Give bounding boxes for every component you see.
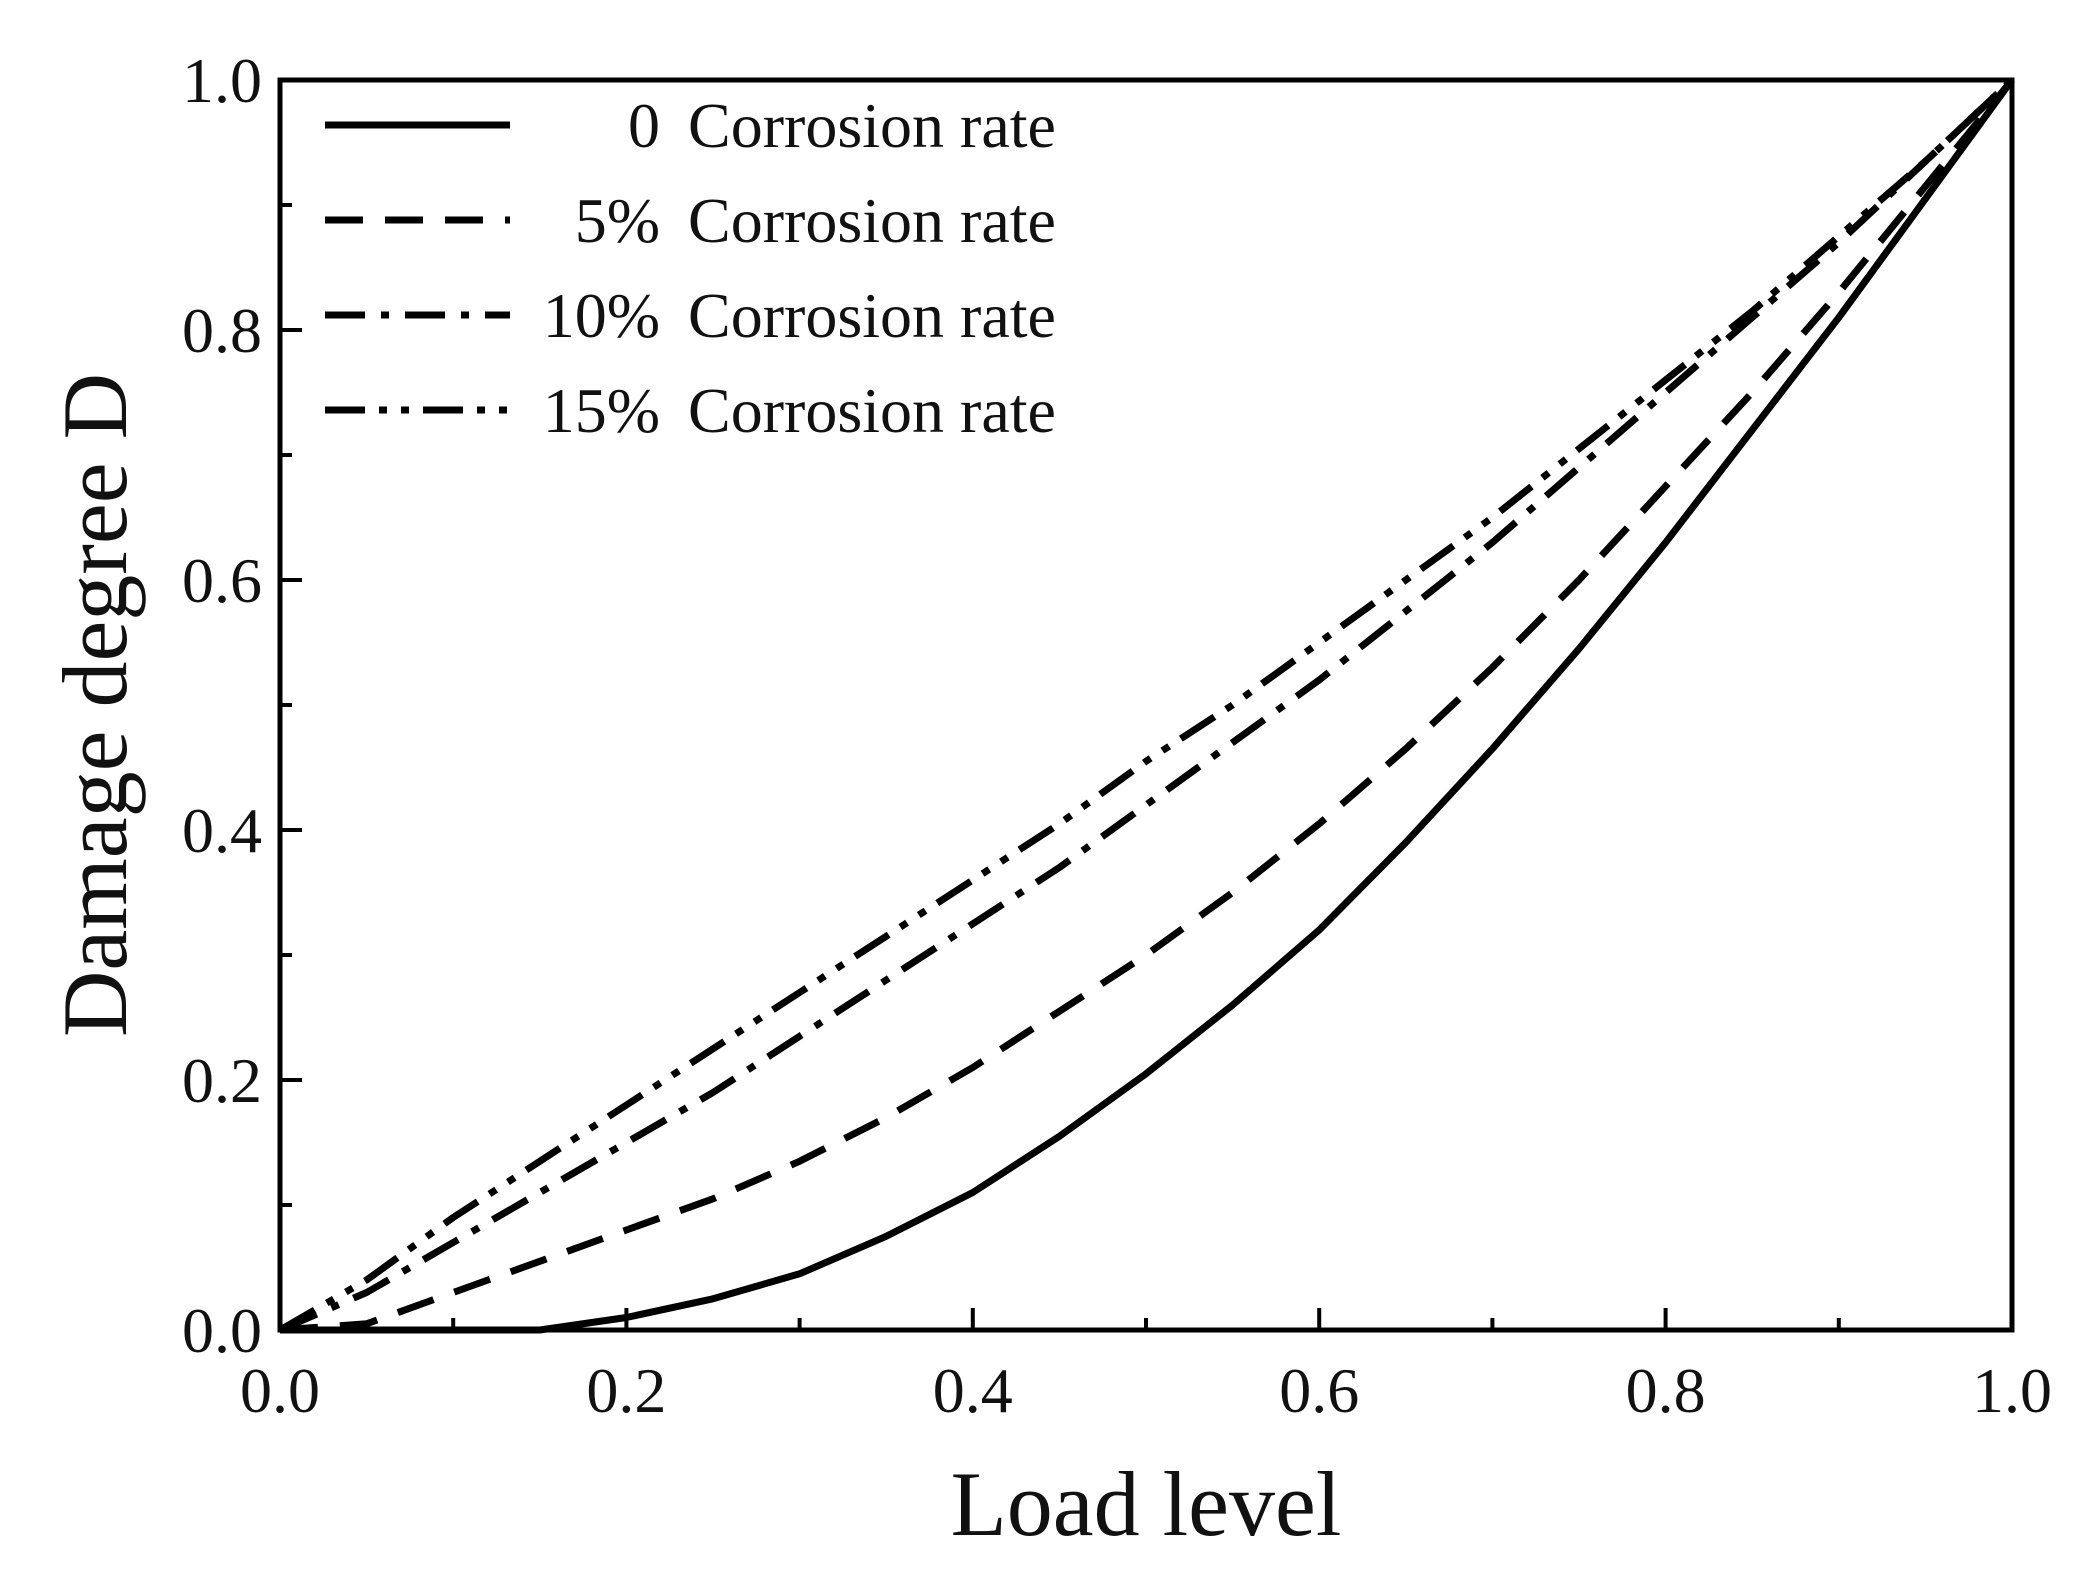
legend: 0 Corrosion rate 5% Corrosion rate 10% Corros… bbox=[325, 90, 1056, 446]
x-tick-label: 1.0 bbox=[1972, 1355, 2052, 1426]
tick-labels: 0.0 0.2 0.4 0.6 0.8 1.0 0.0 0.2 0.4 0.6 0.8 1.0 bbox=[182, 45, 2052, 1426]
legend-label-0: Corrosion rate bbox=[688, 90, 1056, 161]
x-tick-label: 0.8 bbox=[1626, 1355, 1706, 1426]
x-tick-label: 0.6 bbox=[1279, 1355, 1359, 1426]
x-axis-title: Load level bbox=[951, 1453, 1342, 1555]
x-tick-label: 0.0 bbox=[240, 1355, 320, 1426]
y-tick-label: 0.2 bbox=[182, 1045, 262, 1116]
series-line-1 bbox=[279, 77, 2015, 1334]
x-tick-label: 0.4 bbox=[933, 1355, 1013, 1426]
legend-label-3: Corrosion rate bbox=[688, 375, 1056, 446]
legend-label-1: Corrosion rate bbox=[688, 185, 1056, 256]
legend-prefix-0: 0 bbox=[628, 90, 660, 161]
y-tick-label: 0.4 bbox=[182, 795, 262, 866]
y-tick-label: 0.6 bbox=[182, 545, 262, 616]
axis-ticks bbox=[278, 78, 2014, 1332]
legend-prefix-3: 15% bbox=[543, 375, 660, 446]
y-tick-label: 0.8 bbox=[182, 295, 262, 366]
x-tick-label: 0.2 bbox=[586, 1355, 666, 1426]
y-tick-label: 0.0 bbox=[182, 1295, 262, 1366]
y-axis-title: Damage degree D bbox=[44, 373, 146, 1037]
series-line-0 bbox=[280, 77, 2015, 1334]
series-lines bbox=[278, 77, 2015, 1334]
legend-prefix-1: 5% bbox=[575, 185, 660, 256]
plot-frame bbox=[277, 77, 2015, 1333]
y-tick-label: 1.0 bbox=[182, 45, 262, 116]
series-line-2 bbox=[278, 77, 2015, 1334]
legend-prefix-2: 10% bbox=[543, 280, 660, 351]
legend-label-2: Corrosion rate bbox=[688, 280, 1056, 351]
series-line-3 bbox=[278, 77, 2015, 1334]
